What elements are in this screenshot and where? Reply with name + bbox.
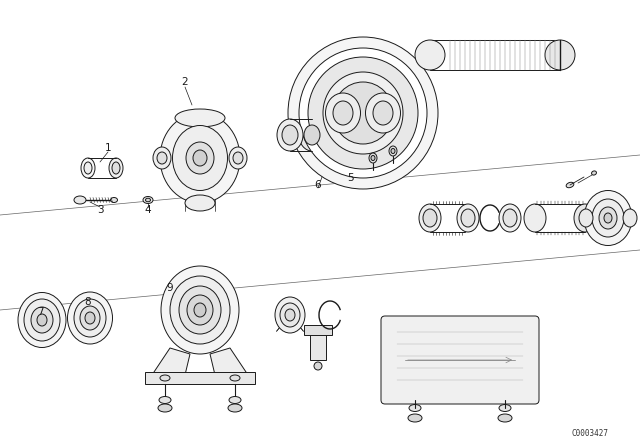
Ellipse shape <box>503 209 517 227</box>
Ellipse shape <box>308 57 418 169</box>
Polygon shape <box>152 348 190 375</box>
FancyBboxPatch shape <box>381 316 539 404</box>
Ellipse shape <box>228 404 242 412</box>
Polygon shape <box>210 348 248 375</box>
Ellipse shape <box>112 162 120 174</box>
Ellipse shape <box>179 286 221 334</box>
Ellipse shape <box>170 276 230 344</box>
Ellipse shape <box>31 307 53 333</box>
Ellipse shape <box>159 396 171 404</box>
Ellipse shape <box>81 158 95 178</box>
Ellipse shape <box>604 213 612 223</box>
Ellipse shape <box>333 82 393 144</box>
Ellipse shape <box>498 414 512 422</box>
Ellipse shape <box>333 101 353 125</box>
Ellipse shape <box>499 405 511 412</box>
Ellipse shape <box>160 113 240 203</box>
Ellipse shape <box>275 297 305 333</box>
Ellipse shape <box>194 303 206 317</box>
Ellipse shape <box>545 40 575 70</box>
Ellipse shape <box>18 293 66 348</box>
Ellipse shape <box>323 72 403 154</box>
Ellipse shape <box>157 152 167 164</box>
Ellipse shape <box>371 155 375 160</box>
Ellipse shape <box>187 295 213 325</box>
Ellipse shape <box>566 182 574 188</box>
Text: 2: 2 <box>182 77 188 87</box>
Text: C0003427: C0003427 <box>571 429 608 438</box>
Ellipse shape <box>408 414 422 422</box>
Ellipse shape <box>391 148 395 154</box>
Ellipse shape <box>280 303 300 327</box>
Text: 8: 8 <box>84 297 92 307</box>
Ellipse shape <box>457 204 479 232</box>
Ellipse shape <box>419 204 441 232</box>
Text: 6: 6 <box>315 180 321 190</box>
Ellipse shape <box>389 146 397 156</box>
Ellipse shape <box>158 404 172 412</box>
Ellipse shape <box>229 396 241 404</box>
Ellipse shape <box>326 93 360 133</box>
Ellipse shape <box>423 209 437 227</box>
Ellipse shape <box>584 190 632 246</box>
Ellipse shape <box>175 109 225 127</box>
Ellipse shape <box>499 204 521 232</box>
Text: 9: 9 <box>166 283 173 293</box>
Ellipse shape <box>592 199 624 237</box>
Ellipse shape <box>67 292 113 344</box>
Ellipse shape <box>304 125 320 145</box>
Ellipse shape <box>623 209 637 227</box>
Bar <box>145 372 255 384</box>
Ellipse shape <box>185 195 215 211</box>
Ellipse shape <box>84 162 92 174</box>
Ellipse shape <box>277 119 303 151</box>
Ellipse shape <box>74 299 106 337</box>
Ellipse shape <box>299 48 427 178</box>
Text: 1: 1 <box>105 143 111 153</box>
Ellipse shape <box>314 362 322 370</box>
Ellipse shape <box>229 147 247 169</box>
Ellipse shape <box>109 158 123 178</box>
Ellipse shape <box>599 207 617 229</box>
Ellipse shape <box>161 266 239 354</box>
Bar <box>310 330 326 360</box>
Ellipse shape <box>299 119 325 151</box>
Ellipse shape <box>230 375 240 381</box>
Ellipse shape <box>591 171 596 175</box>
Ellipse shape <box>285 309 295 321</box>
Ellipse shape <box>85 312 95 324</box>
Ellipse shape <box>160 375 170 381</box>
Ellipse shape <box>186 142 214 174</box>
Text: 5: 5 <box>347 173 353 183</box>
Ellipse shape <box>415 40 445 70</box>
Ellipse shape <box>282 125 298 145</box>
Ellipse shape <box>111 198 118 202</box>
Ellipse shape <box>143 197 153 203</box>
Ellipse shape <box>37 314 47 326</box>
Ellipse shape <box>461 209 475 227</box>
Ellipse shape <box>524 204 546 232</box>
Ellipse shape <box>373 101 393 125</box>
Ellipse shape <box>579 209 593 227</box>
Ellipse shape <box>173 125 227 190</box>
Ellipse shape <box>145 198 150 202</box>
Ellipse shape <box>369 153 377 163</box>
Ellipse shape <box>365 93 401 133</box>
Ellipse shape <box>193 150 207 166</box>
Text: 3: 3 <box>97 205 103 215</box>
Ellipse shape <box>24 299 60 341</box>
Ellipse shape <box>574 204 596 232</box>
Ellipse shape <box>409 405 421 412</box>
Bar <box>304 325 332 335</box>
Ellipse shape <box>153 147 171 169</box>
Ellipse shape <box>80 306 100 330</box>
Text: 4: 4 <box>145 205 151 215</box>
Ellipse shape <box>233 152 243 164</box>
Ellipse shape <box>288 37 438 189</box>
Ellipse shape <box>74 196 86 204</box>
Text: 7: 7 <box>36 307 44 317</box>
